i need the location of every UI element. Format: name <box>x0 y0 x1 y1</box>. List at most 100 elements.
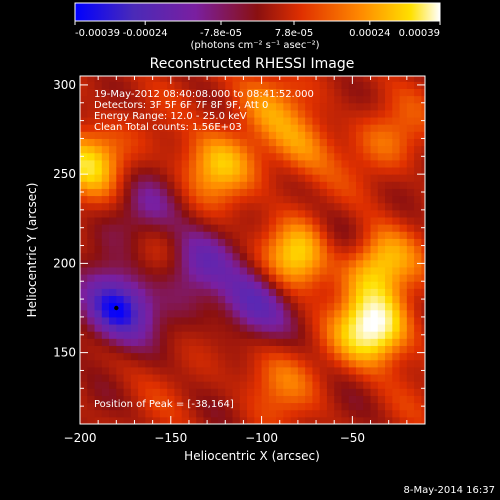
heatmap-cell <box>145 152 154 161</box>
heatmap-cell <box>348 202 357 211</box>
heatmap-cell <box>312 252 321 261</box>
heatmap-cell <box>319 366 328 375</box>
heatmap-cell <box>196 167 204 175</box>
heatmap-cell <box>385 159 393 168</box>
heatmap-cell <box>356 224 364 232</box>
heatmap-cell <box>305 324 313 332</box>
heatmap-cell <box>203 281 212 289</box>
heatmap-cell <box>290 124 299 132</box>
heatmap-cell <box>225 388 234 396</box>
heatmap-cell <box>239 388 248 396</box>
heatmap-cell <box>254 209 263 218</box>
heatmap-cell <box>319 88 328 97</box>
heatmap-cell <box>414 231 422 239</box>
heatmap-cell <box>116 224 125 232</box>
heatmap-cell <box>188 124 197 132</box>
heatmap-cell <box>94 88 103 97</box>
heatmap-cell <box>87 395 96 404</box>
heatmap-cell <box>210 138 219 147</box>
heatmap-cell <box>305 295 313 304</box>
heatmap-cell <box>247 181 255 189</box>
heatmap-cell <box>225 245 234 254</box>
heatmap-cell <box>80 274 88 282</box>
heatmap-cell <box>159 102 168 111</box>
heatmap-cell <box>152 81 161 89</box>
heatmap-cell <box>305 202 313 211</box>
heatmap-cell <box>188 274 197 282</box>
heatmap-cell <box>232 238 241 247</box>
heatmap-cell <box>392 309 401 318</box>
heatmap-cell <box>210 224 219 232</box>
heatmap-cell <box>348 181 357 189</box>
heatmap-cell <box>254 88 263 97</box>
heatmap-cell <box>254 167 263 175</box>
heatmap-cell <box>196 416 204 424</box>
heatmap-cell <box>319 245 328 254</box>
heatmap-cell <box>268 117 277 125</box>
heatmap-cell <box>123 131 132 139</box>
heatmap-cell <box>109 181 117 189</box>
heatmap-cell <box>326 188 335 197</box>
heatmap-cell <box>123 224 132 232</box>
heatmap-cell <box>247 95 255 104</box>
heatmap-cell <box>145 324 154 332</box>
heatmap-cell <box>268 76 277 82</box>
heatmap-cell <box>203 181 212 189</box>
heatmap-cell <box>225 124 234 132</box>
heatmap-cell <box>326 231 335 239</box>
heatmap-cell <box>174 366 183 375</box>
heatmap-cell <box>94 216 103 225</box>
heatmap-cell <box>370 202 379 211</box>
heatmap-cell <box>254 238 263 247</box>
heatmap-cell <box>261 338 270 346</box>
heatmap-cell <box>414 388 422 396</box>
heatmap-cell <box>188 224 197 232</box>
heatmap-cell <box>421 216 425 225</box>
heatmap-cell <box>188 195 197 204</box>
heatmap-cell <box>152 266 161 275</box>
heatmap-cell <box>268 316 277 325</box>
heatmap-cell <box>196 245 204 254</box>
heatmap-cell <box>145 345 154 354</box>
heatmap-cell <box>232 145 241 154</box>
heatmap-cell <box>210 395 219 404</box>
heatmap-cell <box>167 395 175 404</box>
heatmap-cell <box>283 345 292 354</box>
heatmap-cell <box>326 124 335 132</box>
heatmap-cell <box>297 167 306 175</box>
heatmap-cell <box>334 345 342 354</box>
heatmap-cell <box>399 331 408 339</box>
heatmap-cell <box>312 195 321 204</box>
heatmap-cell <box>94 345 103 354</box>
heatmap-cell <box>203 352 212 361</box>
heatmap-cell <box>181 167 190 175</box>
heatmap-cell <box>334 124 342 132</box>
heatmap-cell <box>406 274 415 282</box>
heatmap-cell <box>261 381 270 389</box>
heatmap-cell <box>181 159 190 168</box>
heatmap-cell <box>348 131 357 139</box>
heatmap-cell <box>94 274 103 282</box>
heatmap-cell <box>356 81 364 89</box>
heatmap-cell <box>232 159 241 168</box>
heatmap-cell <box>101 76 110 82</box>
heatmap-cell <box>116 266 125 275</box>
heatmap-cell <box>218 309 226 318</box>
heatmap-cell <box>109 402 117 411</box>
heatmap-cell <box>130 388 139 396</box>
heatmap-cell <box>167 131 175 139</box>
heatmap-cell <box>159 88 168 97</box>
heatmap-cell <box>130 359 139 368</box>
heatmap-cell <box>94 359 103 368</box>
heatmap-cell <box>341 281 350 289</box>
heatmap-cell <box>276 167 284 175</box>
heatmap-cell <box>399 152 408 161</box>
heatmap-cell <box>218 102 226 111</box>
heatmap-cell <box>406 316 415 325</box>
heatmap-cell <box>290 345 299 354</box>
heatmap-cell <box>261 331 270 339</box>
heatmap-cell <box>138 109 146 118</box>
heatmap-cell <box>254 95 263 104</box>
heatmap-cell <box>312 188 321 197</box>
heatmap-cell <box>421 316 425 325</box>
